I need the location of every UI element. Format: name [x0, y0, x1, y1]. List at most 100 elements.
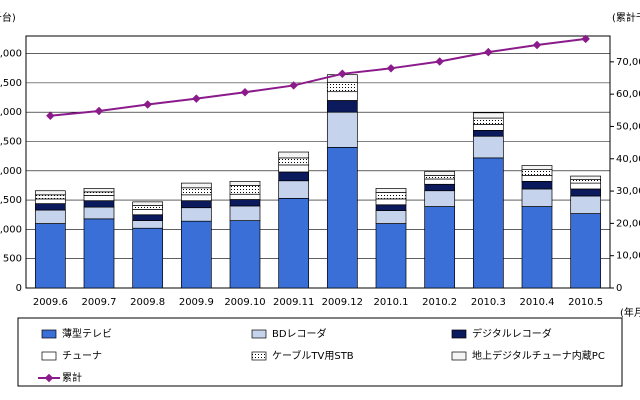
bar-segment: [472, 124, 504, 131]
x-tick-label: 2009.11: [273, 297, 314, 308]
x-tick-label: 2010.2: [422, 297, 457, 308]
bar-segment: [180, 182, 212, 189]
bar-segment: [570, 188, 602, 197]
bar-segment: [34, 190, 66, 196]
legend-label: ケーブルTV用STB: [272, 349, 354, 362]
y2-tick-label: 30,000: [616, 186, 640, 197]
legend-swatch: [451, 351, 467, 361]
bar-segment: [521, 180, 553, 190]
bar-segment: [83, 191, 115, 196]
y2-tick-label: 10,000: [616, 251, 640, 262]
bar-segment: [326, 100, 358, 113]
legend-label: デジタルレコーダ: [472, 327, 552, 340]
bar-segment: [180, 200, 212, 209]
bar-segment: [180, 220, 212, 289]
line-marker: [192, 94, 201, 103]
bar-segment: [34, 209, 66, 224]
line-marker: [46, 111, 55, 121]
x-tick-label: 2009.8: [130, 297, 165, 308]
y2-tick-label: 70,000: [616, 57, 640, 68]
bar-segment: [229, 205, 261, 221]
x-tick-label: 2009.9: [179, 297, 214, 308]
bar-segment: [472, 157, 504, 289]
y-tick-label: 4,000: [0, 49, 22, 60]
bar-segment: [375, 223, 407, 289]
y-tick-label: 2,500: [0, 136, 22, 147]
bar-segment: [570, 182, 602, 190]
bar-segment: [229, 199, 261, 207]
x-tick-label: 2009.12: [322, 297, 363, 308]
bar-segment: [278, 180, 310, 199]
bar-segment: [375, 204, 407, 211]
bar-segment: [472, 135, 504, 159]
bar-segment: [229, 193, 261, 200]
legend-swatch: [44, 373, 54, 383]
bar-segment: [521, 206, 553, 289]
bar-segment: [472, 117, 504, 125]
bar-segment: [132, 201, 164, 206]
line-marker: [240, 87, 250, 97]
bar-segment: [278, 171, 310, 182]
legend-swatch: [251, 329, 267, 339]
bar-segment: [424, 183, 456, 192]
line-marker: [386, 64, 396, 73]
bar-segment: [326, 111, 358, 148]
x-tick-label: 2010.5: [568, 297, 603, 308]
bar-segment: [424, 190, 456, 207]
x-unit: (年月): [620, 306, 640, 319]
bar-segment: [132, 220, 164, 229]
legend-label: 薄型テレビ: [62, 327, 112, 340]
x-tick-label: 2010.1: [374, 297, 409, 308]
bar-segment: [521, 165, 553, 170]
legend-swatch: [41, 351, 57, 361]
bar-segment: [424, 175, 456, 180]
bar-segment: [326, 81, 358, 93]
bar-segment: [132, 205, 164, 210]
line-marker: [484, 47, 493, 57]
bar-segment: [570, 195, 602, 214]
y-tick-label: 0: [16, 283, 22, 294]
bar-segment: [278, 157, 310, 166]
bar-segment: [424, 171, 456, 176]
x-tick-label: 2009.7: [82, 297, 117, 308]
y2-tick-label: 50,000: [616, 121, 640, 132]
legend-label: BDレコーダ: [272, 327, 327, 340]
bar-segment: [375, 192, 407, 200]
bar-segment: [83, 188, 115, 193]
legend-label: チューナ: [62, 350, 102, 362]
bar-segment: [229, 185, 261, 195]
bar-segment: [472, 130, 504, 137]
y-tick-label: 2,000: [0, 166, 22, 177]
bar-segment: [132, 214, 164, 221]
bar-segment: [34, 203, 66, 211]
bar-segment: [570, 213, 602, 289]
line-marker: [94, 106, 104, 116]
y2-unit: (累計千台): [612, 11, 640, 24]
x-tick-label: 2010.4: [520, 297, 555, 308]
bar-segment: [180, 207, 212, 222]
y-tick-label: 1,000: [0, 224, 22, 235]
bar-segment: [83, 195, 115, 202]
bar-segment: [424, 206, 456, 289]
bar-segment: [326, 146, 358, 289]
bar-segment: [375, 210, 407, 224]
line-marker: [338, 69, 347, 79]
bar-segment: [375, 188, 407, 193]
y2-tick-label: 60,000: [616, 89, 640, 100]
bar-segment: [278, 197, 310, 289]
bar-segment: [34, 198, 66, 204]
legend-label: 地上デジタルチューナ内蔵PC: [472, 349, 605, 362]
y2-tick-label: 0: [616, 283, 622, 294]
bar-segment: [570, 175, 602, 180]
cumulative-line: [50, 37, 586, 117]
bar-segment: [180, 194, 212, 202]
y-tick-label: 3,000: [0, 107, 22, 118]
bar-segment: [278, 151, 310, 159]
y-unit: (千台): [0, 11, 16, 24]
legend-swatch: [41, 329, 57, 339]
y-tick-label: 500: [3, 254, 22, 265]
x-tick-label: 2009.10: [224, 297, 265, 308]
y-tick-label: 1,500: [0, 195, 22, 206]
bar-segment: [83, 200, 115, 208]
